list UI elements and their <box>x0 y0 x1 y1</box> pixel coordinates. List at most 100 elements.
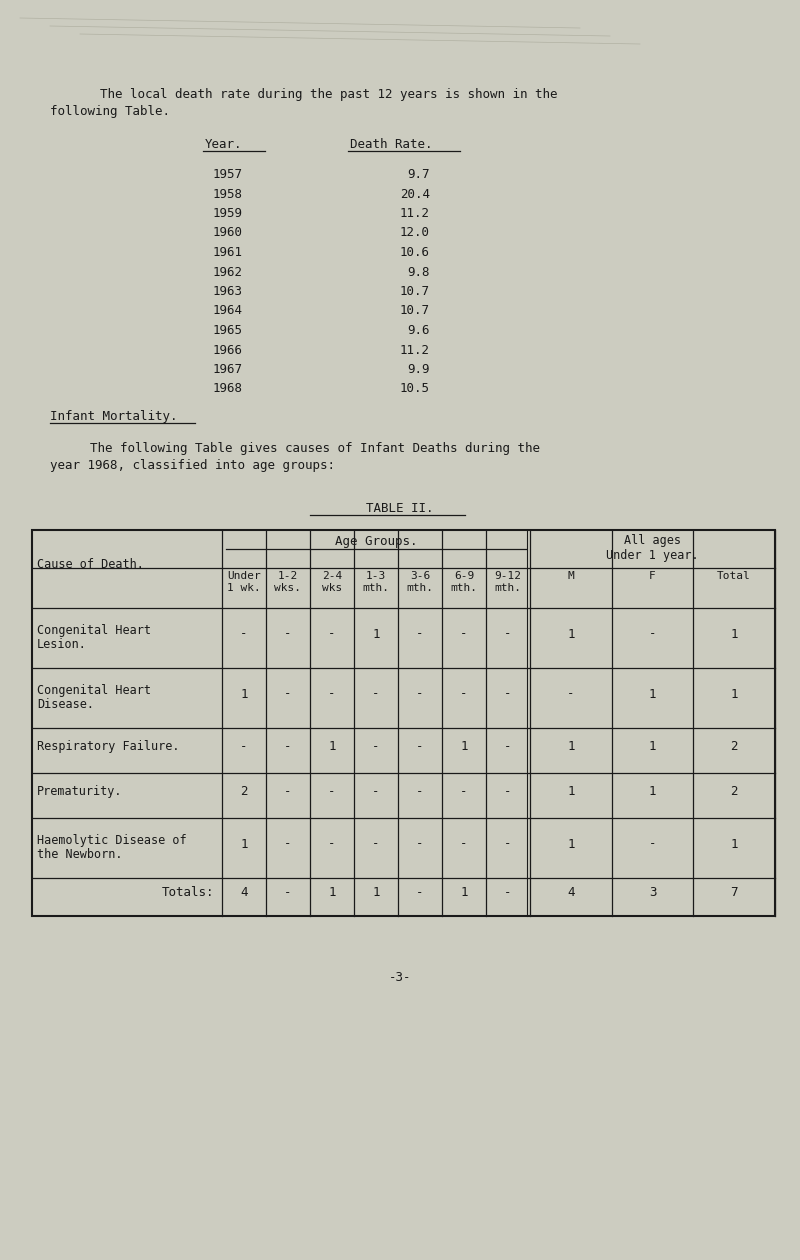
Text: 1: 1 <box>730 838 738 851</box>
Text: 11.2: 11.2 <box>400 207 430 220</box>
Text: 1: 1 <box>328 887 336 900</box>
Text: 1959: 1959 <box>213 207 243 220</box>
Text: 1960: 1960 <box>213 227 243 239</box>
Text: -: - <box>284 627 292 640</box>
Text: 9.6: 9.6 <box>407 324 430 336</box>
Text: -: - <box>284 785 292 798</box>
Text: -: - <box>416 785 424 798</box>
Text: -: - <box>416 838 424 851</box>
Text: -: - <box>460 785 468 798</box>
Text: 10.7: 10.7 <box>400 305 430 318</box>
Text: Death Rate.: Death Rate. <box>350 139 433 151</box>
Text: 12.0: 12.0 <box>400 227 430 239</box>
Text: 1: 1 <box>240 688 248 701</box>
Text: 7: 7 <box>730 887 738 900</box>
Text: Disease.: Disease. <box>37 698 94 711</box>
Text: -: - <box>284 740 292 753</box>
Text: -: - <box>416 740 424 753</box>
Bar <box>32 530 775 916</box>
Text: -: - <box>649 838 656 851</box>
Text: 1: 1 <box>567 740 574 753</box>
Text: 20.4: 20.4 <box>400 188 430 200</box>
Text: 1-2
wks.: 1-2 wks. <box>274 571 302 592</box>
Text: 1958: 1958 <box>213 188 243 200</box>
Text: Haemolytic Disease of: Haemolytic Disease of <box>37 834 186 847</box>
Text: 2: 2 <box>240 785 248 798</box>
Text: following Table.: following Table. <box>50 105 170 118</box>
Text: 6-9
mth.: 6-9 mth. <box>450 571 478 592</box>
Text: 4: 4 <box>240 887 248 900</box>
Text: 10.7: 10.7 <box>400 285 430 299</box>
Text: -: - <box>504 627 512 640</box>
Text: TABLE II.: TABLE II. <box>366 501 434 515</box>
Text: The local death rate during the past 12 years is shown in the: The local death rate during the past 12 … <box>100 88 558 101</box>
Text: 1963: 1963 <box>213 285 243 299</box>
Text: 1961: 1961 <box>213 246 243 260</box>
Text: The following Table gives causes of Infant Deaths during the: The following Table gives causes of Infa… <box>90 442 540 455</box>
Text: All ages
Under 1 year.: All ages Under 1 year. <box>606 534 699 562</box>
Text: -3-: -3- <box>389 971 411 984</box>
Text: -: - <box>416 627 424 640</box>
Text: 2: 2 <box>730 740 738 753</box>
Text: 2-4
wks: 2-4 wks <box>322 571 342 592</box>
Text: 1966: 1966 <box>213 344 243 357</box>
Text: 1964: 1964 <box>213 305 243 318</box>
Text: 1: 1 <box>730 688 738 701</box>
Text: year 1968, classified into age groups:: year 1968, classified into age groups: <box>50 459 335 472</box>
Text: Totals:: Totals: <box>162 887 214 900</box>
Text: 4: 4 <box>567 887 574 900</box>
Text: 1968: 1968 <box>213 383 243 396</box>
Text: -: - <box>240 627 248 640</box>
Text: -: - <box>328 838 336 851</box>
Text: Prematurity.: Prematurity. <box>37 785 122 798</box>
Text: -: - <box>504 887 512 900</box>
Text: -: - <box>328 785 336 798</box>
Text: -: - <box>284 688 292 701</box>
Text: 1: 1 <box>649 740 656 753</box>
Text: -: - <box>372 688 380 701</box>
Text: 10.5: 10.5 <box>400 383 430 396</box>
Text: Lesion.: Lesion. <box>37 638 87 651</box>
Text: Total: Total <box>718 571 751 581</box>
Text: Cause of Death.: Cause of Death. <box>37 557 144 571</box>
Text: -: - <box>416 887 424 900</box>
Text: 1962: 1962 <box>213 266 243 278</box>
Text: -: - <box>284 838 292 851</box>
Text: 9-12
mth.: 9-12 mth. <box>494 571 522 592</box>
Text: 9.9: 9.9 <box>407 363 430 375</box>
Text: -: - <box>372 740 380 753</box>
Text: -: - <box>328 688 336 701</box>
Text: 3: 3 <box>649 887 656 900</box>
Text: 1: 1 <box>567 627 574 640</box>
Text: 1: 1 <box>730 627 738 640</box>
Text: -: - <box>284 887 292 900</box>
Text: 1: 1 <box>567 838 574 851</box>
Text: -: - <box>240 740 248 753</box>
Text: Infant Mortality.: Infant Mortality. <box>50 410 178 423</box>
Text: 1: 1 <box>649 785 656 798</box>
Text: M: M <box>567 571 574 581</box>
Text: -: - <box>649 627 656 640</box>
Text: 1957: 1957 <box>213 168 243 181</box>
Text: 10.6: 10.6 <box>400 246 430 260</box>
Text: Respiratory Failure.: Respiratory Failure. <box>37 740 179 753</box>
Text: 1967: 1967 <box>213 363 243 375</box>
Text: 1: 1 <box>567 785 574 798</box>
Text: 1965: 1965 <box>213 324 243 336</box>
Text: 1-3
mth.: 1-3 mth. <box>362 571 390 592</box>
Text: -: - <box>328 627 336 640</box>
Text: -: - <box>460 838 468 851</box>
Text: 1: 1 <box>460 740 468 753</box>
Text: Congenital Heart: Congenital Heart <box>37 624 151 638</box>
Text: -: - <box>372 785 380 798</box>
Text: the Newborn.: the Newborn. <box>37 848 122 861</box>
Text: F: F <box>649 571 656 581</box>
Text: -: - <box>567 688 574 701</box>
Text: -: - <box>504 838 512 851</box>
Text: 1: 1 <box>372 627 380 640</box>
Text: 9.8: 9.8 <box>407 266 430 278</box>
Text: 1: 1 <box>372 887 380 900</box>
Text: Under
1 wk.: Under 1 wk. <box>227 571 261 592</box>
Text: 9.7: 9.7 <box>407 168 430 181</box>
Text: -: - <box>372 838 380 851</box>
